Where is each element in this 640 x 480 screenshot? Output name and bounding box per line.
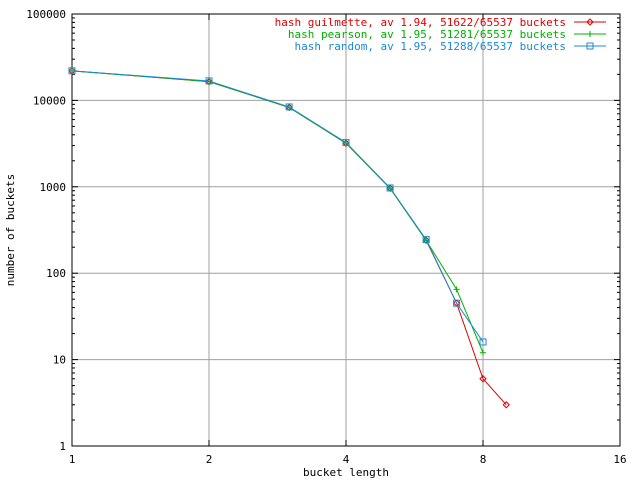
- x-tick-label: 1: [69, 453, 76, 466]
- axis-ticks: 1 2 4 8 16 1 10 100 1000 10000 100000: [26, 8, 626, 466]
- data-point: [502, 401, 510, 409]
- data-point: [68, 67, 76, 75]
- y-tick-label: 10: [53, 354, 66, 367]
- x-tick-label: 8: [480, 453, 487, 466]
- legend: hash guilmette, av 1.94, 51622/65537 buc…: [275, 16, 606, 53]
- data-point: [587, 31, 593, 37]
- data-point: [586, 18, 594, 26]
- data-point: [342, 139, 350, 147]
- y-tick-label: 1000: [40, 181, 67, 194]
- legend-label: hash random, av 1.95, 51288/65537 bucket…: [294, 40, 566, 53]
- data-point: [453, 286, 460, 293]
- series-line: [71, 70, 484, 353]
- data-point: [453, 299, 461, 307]
- data-point: [479, 375, 487, 383]
- data-point: [480, 349, 486, 356]
- series-diamond: [68, 67, 510, 409]
- data-point: [479, 338, 487, 346]
- series-line: [71, 70, 484, 343]
- data-point: [205, 77, 213, 85]
- data-point: [422, 236, 430, 244]
- data-point: [386, 184, 394, 192]
- data-point: [586, 42, 594, 50]
- x-tick-label: 2: [206, 453, 213, 466]
- legend-label: hash pearson, av 1.95, 51281/65537 bucke…: [288, 28, 566, 41]
- y-tick-label: 1: [59, 440, 66, 453]
- y-axis-title: number of buckets: [4, 174, 17, 287]
- series-plus: [69, 67, 486, 356]
- x-tick-label: 4: [343, 453, 350, 466]
- x-tick-label: 16: [613, 453, 626, 466]
- data-point: [285, 103, 293, 111]
- y-tick-label: 100: [46, 267, 66, 280]
- series-line: [71, 70, 507, 406]
- grid-lines: [72, 14, 620, 446]
- series-square: [68, 67, 487, 346]
- x-axis-title: bucket length: [303, 466, 389, 479]
- legend-label: hash guilmette, av 1.94, 51622/65537 buc…: [275, 16, 566, 29]
- y-tick-label: 100000: [26, 8, 66, 21]
- y-tick-label: 10000: [33, 94, 66, 107]
- series-layer: [68, 67, 510, 409]
